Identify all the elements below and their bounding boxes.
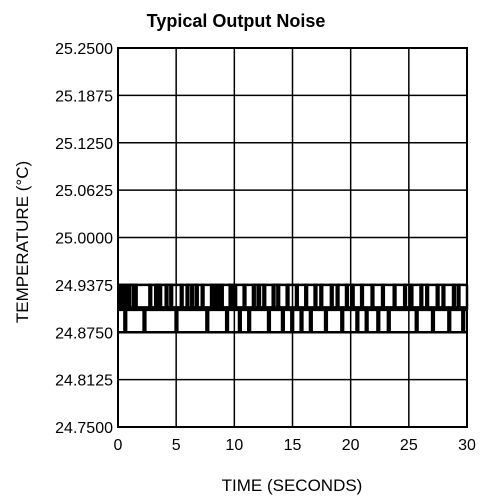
x-tick-label: 10: [225, 437, 243, 454]
noise-trace: [117, 283, 469, 334]
y-tick-label: 25.0625: [55, 183, 113, 200]
x-tick-labels: 0 5 10 15 20 25 30: [114, 437, 476, 454]
y-tick-label: 24.8125: [55, 373, 113, 390]
x-tick-label: 25: [400, 437, 418, 454]
x-tick-label: 15: [284, 437, 302, 454]
x-tick-label: 20: [342, 437, 360, 454]
y-tick-label: 25.2500: [55, 41, 113, 58]
y-tick-label: 25.1250: [55, 136, 113, 153]
x-tick-label: 5: [172, 437, 181, 454]
y-tick-label: 24.8750: [55, 325, 113, 342]
noise-series-line: [117, 283, 469, 334]
y-tick-label: 24.9375: [55, 278, 113, 295]
chart-title: Typical Output Noise: [147, 11, 326, 31]
y-tick-label: 25.0000: [55, 231, 113, 248]
y-tick-label: 25.1875: [55, 88, 113, 105]
x-axis-label: TIME (SECONDS): [222, 476, 363, 495]
y-tick-labels: 24.7500 24.8125 24.8750 24.9375 25.0000 25.06…: [55, 41, 113, 437]
x-tick-label: 30: [458, 437, 476, 454]
y-axis-label: TEMPERATURE (°C): [13, 161, 32, 323]
grid: [117, 47, 468, 428]
plot-frame: [117, 47, 468, 428]
y-tick-label: 24.7500: [55, 420, 113, 437]
x-tick-label: 0: [114, 437, 123, 454]
